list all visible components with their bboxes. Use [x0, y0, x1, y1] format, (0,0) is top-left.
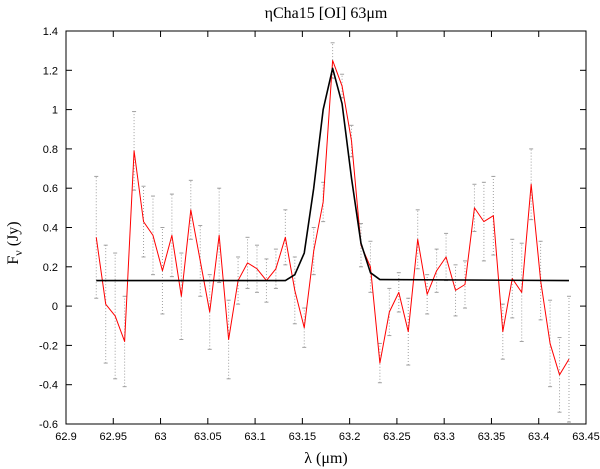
x-tick-label: 63.45 — [572, 431, 600, 443]
x-tick-label: 63.35 — [478, 431, 506, 443]
x-tick-label: 63.25 — [383, 431, 411, 443]
error-bars — [94, 42, 571, 423]
svg-text:Fν(Jy): Fν (Jy) — [5, 221, 25, 264]
x-tick-label: 63.1 — [244, 431, 265, 443]
y-tick-label: 0.4 — [43, 223, 58, 235]
x-tick-label: 63 — [154, 431, 166, 443]
y-tick-label: 1.4 — [43, 26, 58, 38]
gaussian-fit-line — [96, 67, 569, 282]
y-tick-label: -0.6 — [39, 419, 58, 431]
chart-title: ηCha15 [OI] 63μm — [265, 5, 388, 22]
y-axis-label-subscript: ν — [11, 250, 25, 256]
x-tick-label: 63.2 — [339, 431, 360, 443]
x-tick-label: 63.15 — [289, 431, 317, 443]
data-series — [95, 59, 570, 376]
axes: 62.9 62.95 63 63.05 63.1 63.15 63.2 63.25 63.3 63… — [39, 26, 600, 443]
y-tick-label: 0.6 — [43, 183, 58, 195]
x-tick-label: 63.05 — [194, 431, 222, 443]
x-axis-label: λ (μm) — [304, 450, 347, 467]
y-axis-label: Fν (Jy) — [5, 221, 25, 264]
y-axis-label-unit: (Jy) — [5, 221, 22, 246]
y-tick-label: 1 — [52, 105, 58, 117]
x-tick-label: 63.3 — [433, 431, 454, 443]
y-tick-label: 0.8 — [43, 144, 58, 156]
x-tick-label: 62.9 — [55, 431, 76, 443]
x-tick-label: 62.95 — [100, 431, 128, 443]
y-tick-label: -0.2 — [39, 340, 58, 352]
y-axis-label-symbol: F — [5, 256, 22, 265]
y-tick-label: 1.2 — [43, 65, 58, 77]
observed-spectrum-line — [95, 59, 570, 376]
x-tick-label: 63.4 — [528, 431, 549, 443]
y-tick-label: 0 — [52, 301, 58, 313]
y-tick-label: -0.4 — [39, 380, 58, 392]
y-tick-label: 0.2 — [43, 262, 58, 274]
plot-frame — [65, 30, 587, 425]
